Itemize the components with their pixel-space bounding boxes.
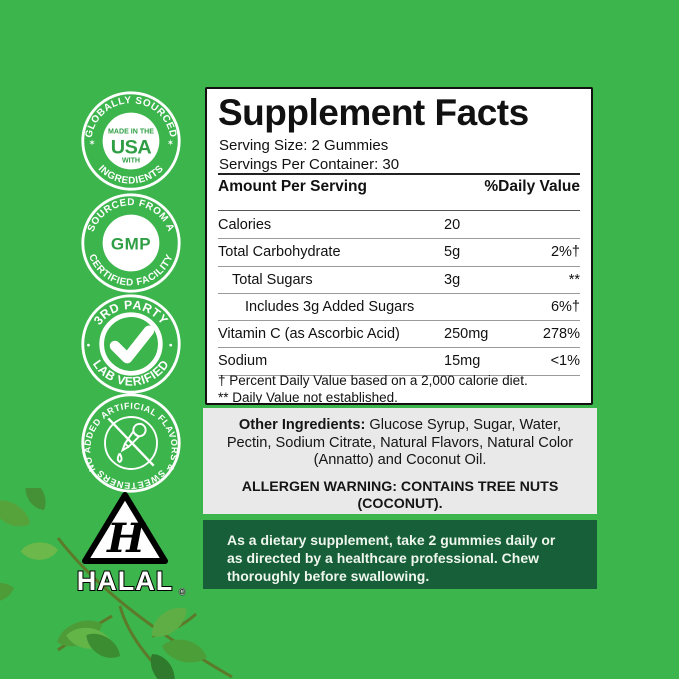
daily-value-header: %Daily Value bbox=[484, 178, 580, 195]
divider bbox=[218, 210, 580, 211]
badge-arc-top-label: NO ADDED ARTIFICIAL FLAVORS & bbox=[82, 401, 179, 473]
badge-inner-disc bbox=[102, 112, 160, 170]
badge-inner-circle bbox=[99, 312, 163, 376]
footnote-daily-value: † Percent Daily Value based on a 2,000 c… bbox=[218, 373, 528, 388]
nutrient-row-carbohydrate: Total Carbohydrate 5g 2%† bbox=[218, 239, 580, 267]
svg-text:NO ADDED ARTIFICIAL FLAVORS &: NO ADDED ARTIFICIAL FLAVORS & bbox=[82, 401, 179, 473]
servings-per-container: Servings Per Container: 30 bbox=[219, 155, 400, 173]
nutrient-name: Includes 3g Added Sugars bbox=[245, 298, 415, 315]
nutrient-name: Sodium bbox=[218, 353, 268, 370]
gmp-label: GMP bbox=[111, 235, 151, 254]
nutrient-amount: 20 bbox=[444, 217, 461, 233]
nutrient-dv: <1% bbox=[550, 353, 580, 370]
nutrient-amount: 3g bbox=[444, 271, 461, 288]
badge-inner-circle bbox=[104, 416, 158, 470]
other-ingredients-lead: Other Ingredients: bbox=[238, 417, 366, 433]
halal-h-letter: H bbox=[106, 515, 146, 562]
nutrient-row-calories: Calories 20 bbox=[218, 212, 580, 240]
nutrient-name: Vitamin C (as Ascorbic Acid) bbox=[218, 326, 400, 343]
made-in-usa-badge: GLOBALLY SOURCED INGREDIENTS ✶ ✶ MADE IN… bbox=[81, 91, 181, 191]
supplement-facts-panel: Supplement Facts Serving Size: 2 Gummies… bbox=[205, 87, 593, 405]
no-artificial-badge: NO ADDED ARTIFICIAL FLAVORS & SWEETENERS bbox=[81, 393, 181, 493]
nutrient-amount: 5g bbox=[444, 244, 461, 261]
nutrient-row-added-sugars: Includes 3g Added Sugars 6%† bbox=[218, 294, 580, 322]
lab-verified-badge: 3RD PARTY LAB VERIFIED • • bbox=[81, 294, 181, 394]
nutrient-name: Total Sugars bbox=[232, 271, 313, 288]
nutrient-amount: 15mg bbox=[444, 353, 481, 370]
checkmark-icon bbox=[109, 325, 155, 364]
serving-size: Serving Size: 2 Gummies bbox=[219, 137, 389, 154]
star-icon: ✶ bbox=[167, 138, 174, 148]
star-icon: ✶ bbox=[88, 138, 95, 148]
nutrient-dv: 6%† bbox=[550, 298, 580, 315]
badge-ring bbox=[81, 393, 181, 493]
nutrient-row-vitamin-c: Vitamin C (as Ascorbic Acid) 250mg 278% bbox=[218, 321, 580, 349]
usa-line3: WITH bbox=[122, 157, 140, 165]
usa-line1: MADE IN THE bbox=[108, 127, 154, 135]
directions-box: As a dietary supplement, take 2 gummies … bbox=[203, 520, 597, 589]
prohibition-slash-icon bbox=[107, 417, 155, 467]
badge-ring bbox=[81, 294, 181, 394]
other-ingredients-box: Other Ingredients: Glucose Syrup, Sugar,… bbox=[203, 408, 597, 514]
nutrient-amount: 250mg bbox=[444, 326, 489, 343]
nutrient-row-total-sugars: Total Sugars 3g ** bbox=[218, 267, 580, 294]
footnote-not-established: ** Daily Value not established. bbox=[218, 389, 398, 405]
nutrient-row-sodium: Sodium 15mg <1% bbox=[218, 348, 580, 376]
nutrient-name: Calories bbox=[218, 217, 272, 233]
badge-ring bbox=[81, 193, 181, 293]
gmp-certified-badge: SOURCED FROM A CERTIFIED FACILITY GMP bbox=[81, 193, 181, 293]
nutrient-name: Total Carbohydrate bbox=[218, 244, 341, 261]
amount-per-serving-header: Amount Per Serving bbox=[218, 178, 367, 195]
badge-ring bbox=[81, 91, 181, 191]
usa-line2: USA bbox=[111, 136, 152, 158]
registered-mark: ® bbox=[179, 587, 186, 597]
badge-inner-disc bbox=[102, 214, 160, 272]
allergen-warning: ALLERGEN WARNING: CONTAINS TREE NUTS (CO… bbox=[241, 478, 559, 513]
dot-icon: • bbox=[169, 341, 173, 352]
halal-triangle bbox=[82, 492, 168, 564]
dot-icon: • bbox=[87, 341, 91, 352]
dropper-icon bbox=[116, 422, 147, 463]
halal-wordmark: HALAL bbox=[77, 566, 173, 596]
directions-text: As a dietary supplement, take 2 gummies … bbox=[227, 532, 556, 584]
nutrient-dv: 2%† bbox=[550, 244, 580, 261]
nutrient-dv: ** bbox=[568, 271, 580, 288]
divider bbox=[218, 173, 580, 175]
other-ingredients-list: Glucose Syrup, Sugar, Water, Pectin, Sod… bbox=[226, 417, 574, 469]
panel-title: Supplement Facts bbox=[218, 92, 529, 133]
leaf-branch-image bbox=[0, 488, 233, 679]
other-ingredients-text: Other Ingredients: Glucose Syrup, Sugar,… bbox=[216, 417, 584, 470]
halal-logo: H HALAL ® bbox=[76, 492, 186, 597]
nutrient-dv: 278% bbox=[542, 326, 580, 343]
